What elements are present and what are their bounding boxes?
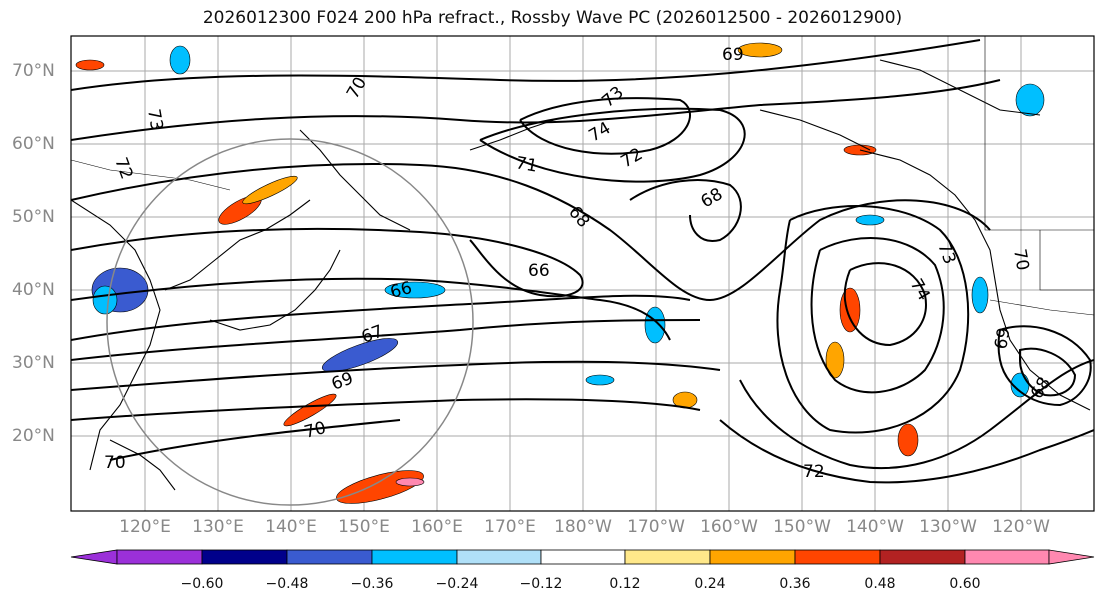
contour-label: 72 [803,462,825,482]
lon-label: 120°W [992,517,1050,537]
contour-label: 74 [906,276,934,305]
blob-gulf-orange2 [825,341,845,379]
lon-label: 130°E [192,517,244,537]
colorbar-tick-label: −0.24 [435,576,479,592]
colorbar-tick-label: 0.36 [779,576,811,592]
contour-label: 68 [564,202,593,231]
colorbar-tick-label: −0.12 [519,576,563,592]
lon-label: 170°E [484,517,536,537]
contour-label: 66 [528,261,550,281]
lat-label: 50°N [12,207,55,227]
colorbar-bin [116,549,203,565]
colorbar-tick-label: −0.60 [180,576,224,592]
map-title: 2026012300 F024 200 hPa refract., Rossby… [202,8,903,28]
lon-label: 150°E [338,517,390,537]
contour-label: 66 [388,278,414,303]
blob-bering-cyan [855,214,885,226]
borders [71,36,1094,316]
blob-gulf-orange [839,287,861,333]
contour-label: 68 [698,184,727,212]
colorbar-bin [964,549,1050,565]
contour-label: 69 [991,326,1014,351]
blob-sc-cyan [585,374,615,386]
blob-japan-cyan [92,285,118,315]
contour-label: 70 [302,418,328,443]
coastlines [71,59,1091,491]
colorbar-over [1048,549,1095,565]
contour-label: 74 [586,118,615,146]
colorbar-bin [371,549,458,565]
lon-label: 160°W [700,517,758,537]
colorbar-bin [624,549,711,565]
lat-label: 70°N [12,61,55,81]
contour-label-group: 69 73 70 72 73 74 72 71 68 68 66 66 67 6… [104,45,1055,482]
colorbar-under [70,549,118,565]
blob-alaska-cyan [1015,83,1045,117]
lon-label: 150°W [773,517,831,537]
contour-label: 70 [343,74,371,103]
colorbar-tick-label: −0.48 [265,576,309,592]
lon-label: 140°W [846,517,904,537]
blob-pacific-blue [321,338,399,372]
lon-label: 170°W [627,517,685,537]
colorbar-tick-label: 0.24 [694,576,726,592]
lat-label: 60°N [12,134,55,154]
blob-nw-orange [75,59,105,71]
blob-hawaii-red [897,423,919,457]
plot-frame [70,35,1095,512]
contour-label: 73 [933,240,959,267]
blob-subtrop-red [283,393,337,427]
colorbar [70,549,1095,565]
blob-subtrop-pink [336,470,424,504]
contour-label: 73 [598,83,627,112]
blob-pacific-cyan [384,281,446,299]
colorbar-bin [540,549,626,565]
colorbar-tick-label: 0.60 [949,576,981,592]
colorbar-bin [794,549,881,565]
colorbar-tick-label: 0.12 [609,576,641,592]
lon-label: 130°W [919,517,977,537]
blob-west-coast-cyan [971,276,989,314]
lat-label: 20°N [12,426,55,446]
blob-north-cyan [169,45,191,75]
colorbar-bin [286,549,373,565]
colorbar-tick-label: −0.36 [350,576,394,592]
colorbar-bin [709,549,796,565]
contour-label: 72 [618,144,647,172]
contour-label: 70 [1009,247,1032,272]
contour-label: 72 [110,155,136,182]
contour-label: 71 [514,153,539,176]
contours [71,39,1094,484]
contour-label: 69 [722,45,744,65]
blob-midpac-blue [644,306,666,344]
contour-label: 70 [104,453,126,473]
lon-label: 120°E [119,517,171,537]
colorbar-bin [201,549,288,565]
lon-label: 160°E [411,517,463,537]
lon-label: 140°E [265,517,317,537]
colorbar-tick-label: 0.48 [864,576,896,592]
range-circle [106,138,474,506]
lon-label: 180°W [554,517,612,537]
contour-label: 73 [143,107,166,132]
lat-label: 30°N [12,353,55,373]
blob-manchuria-yellow [242,175,298,205]
blob-subtrop-pink-core [395,477,425,487]
lat-label: 40°N [12,280,55,300]
contour-label: 69 [329,369,356,395]
blob-north-orange [737,42,783,58]
colorbar-bin [879,549,966,565]
colorbar-bin [456,549,542,565]
